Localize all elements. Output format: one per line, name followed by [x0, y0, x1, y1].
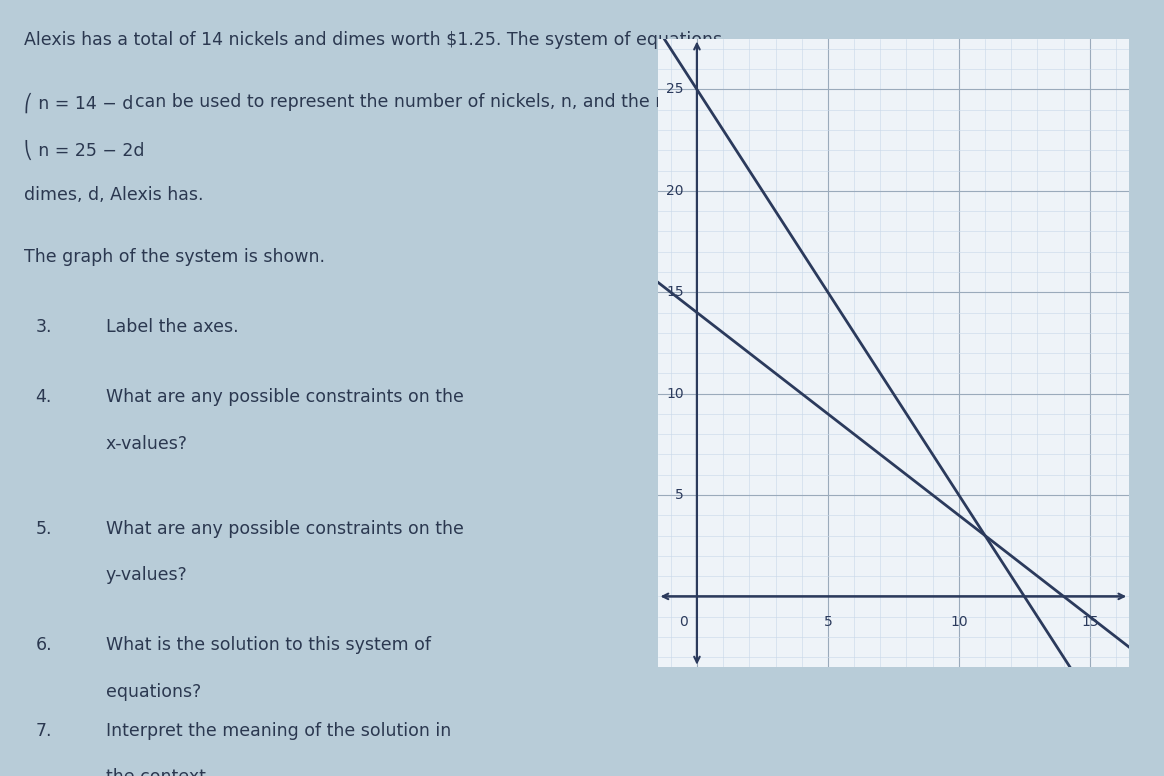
Text: Label the axes.: Label the axes. [106, 318, 239, 336]
Text: ⎛ n = 14 − d: ⎛ n = 14 − d [23, 93, 133, 113]
Text: dimes, d, Alexis has.: dimes, d, Alexis has. [23, 186, 203, 204]
Text: 6.: 6. [35, 636, 52, 654]
Text: What are any possible constraints on the: What are any possible constraints on the [106, 520, 463, 538]
Text: equations?: equations? [106, 683, 201, 701]
Text: What are any possible constraints on the: What are any possible constraints on the [106, 388, 463, 406]
Text: The graph of the system is shown.: The graph of the system is shown. [23, 248, 325, 266]
Text: 25: 25 [666, 82, 683, 96]
Text: can be used to represent the number of nickels, n, and the number of: can be used to represent the number of n… [135, 93, 746, 111]
Text: 5.: 5. [35, 520, 51, 538]
Text: ⎝ n = 25 − 2d: ⎝ n = 25 − 2d [23, 140, 144, 160]
Text: 3.: 3. [35, 318, 51, 336]
Text: y-values?: y-values? [106, 566, 187, 584]
Text: 4.: 4. [35, 388, 51, 406]
Text: What is the solution to this system of: What is the solution to this system of [106, 636, 431, 654]
Text: x-values?: x-values? [106, 435, 187, 452]
Text: 5: 5 [823, 615, 832, 629]
Text: 5: 5 [675, 488, 683, 502]
Text: 20: 20 [666, 184, 683, 198]
Text: 15: 15 [666, 286, 683, 300]
Text: Alexis has a total of 14 nickels and dimes worth $1.25. The system of equations: Alexis has a total of 14 nickels and dim… [23, 31, 722, 49]
Text: Interpret the meaning of the solution in: Interpret the meaning of the solution in [106, 722, 452, 740]
Text: the context.: the context. [106, 768, 211, 776]
Text: 10: 10 [666, 386, 683, 400]
Text: 15: 15 [1081, 615, 1099, 629]
Text: 0: 0 [680, 615, 688, 629]
Text: 10: 10 [950, 615, 967, 629]
Text: 7.: 7. [35, 722, 51, 740]
